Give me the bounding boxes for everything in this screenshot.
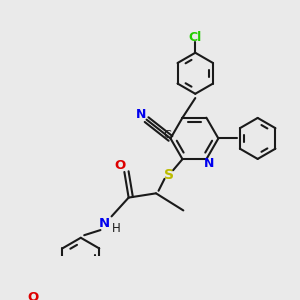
- Text: C: C: [163, 130, 171, 140]
- Text: S: S: [164, 167, 174, 182]
- Text: N: N: [136, 108, 147, 121]
- Text: H: H: [112, 222, 121, 235]
- Text: O: O: [115, 159, 126, 172]
- Text: N: N: [204, 157, 214, 170]
- Text: N: N: [99, 217, 110, 230]
- Text: O: O: [27, 291, 39, 300]
- Text: Cl: Cl: [189, 31, 202, 44]
